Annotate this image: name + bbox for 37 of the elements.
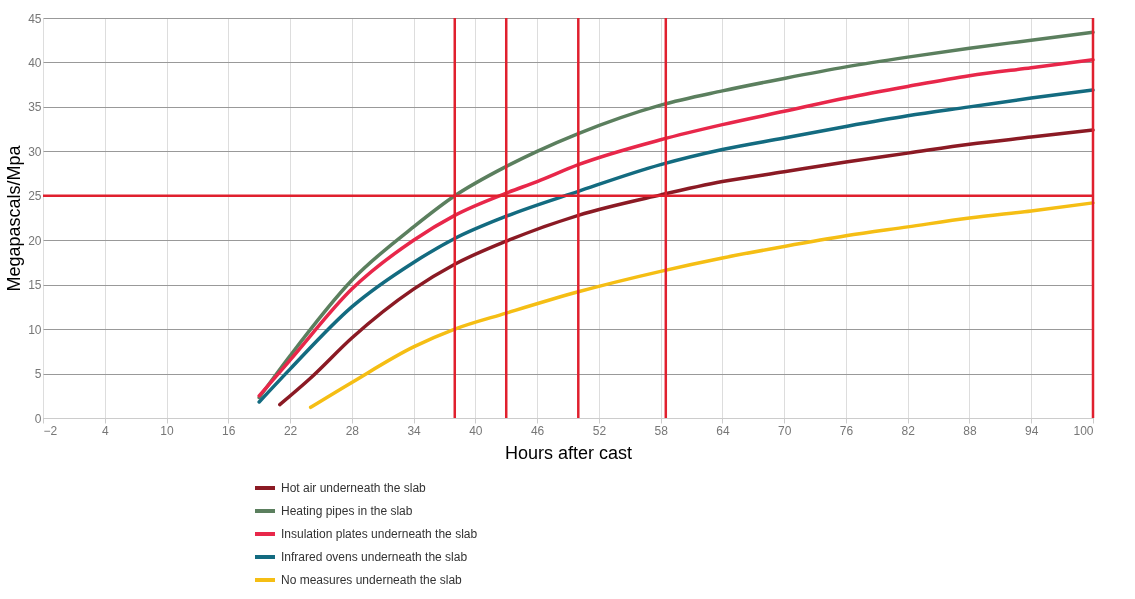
legend-label: Heating pipes in the slab xyxy=(281,504,413,518)
x-tick-label: 16 xyxy=(222,423,236,438)
y-tick-label: 0 xyxy=(34,411,42,426)
x-axis-title: Hours after cast xyxy=(504,442,633,463)
y-tick-label: 35 xyxy=(28,100,42,115)
y-tick-label: 45 xyxy=(28,11,42,26)
x-tick-label: 88 xyxy=(963,423,977,438)
legend-label: No measures underneath the slab xyxy=(281,573,463,587)
y-tick-label: 20 xyxy=(28,233,42,248)
x-tick-label: 46 xyxy=(530,423,545,438)
x-tick-label: 52 xyxy=(592,423,607,438)
x-tick-label: 94 xyxy=(1025,423,1039,438)
x-tick-label: 40 xyxy=(469,423,483,438)
x-tick-label: 64 xyxy=(716,423,730,438)
x-tick-label: 76 xyxy=(839,423,854,438)
y-tick-label: 30 xyxy=(28,144,42,159)
x-tick-label: 100 xyxy=(1073,423,1094,438)
line-series xyxy=(308,201,1095,410)
x-tick-label: 28 xyxy=(345,423,360,438)
x-tick-label: 10 xyxy=(160,423,175,438)
x-tick-label: 4 xyxy=(101,423,109,438)
y-tick-label: 5 xyxy=(34,367,42,382)
legend-label: Hot air underneath the slab xyxy=(281,481,427,495)
y-tick-label: 15 xyxy=(28,278,42,293)
x-tick-label: 58 xyxy=(654,423,669,438)
line-series xyxy=(278,128,1095,407)
x-tick-label: 70 xyxy=(778,423,792,438)
legend-label: Infrared ovens underneath the slab xyxy=(281,550,468,564)
x-tick-label: −2 xyxy=(43,423,58,438)
y-tick-label: 40 xyxy=(28,55,42,70)
x-tick-label: 82 xyxy=(901,423,916,438)
y-tick-label: 10 xyxy=(28,322,42,337)
y-axis-title: Megapascals/Mpa xyxy=(4,144,25,292)
x-tick-label: 22 xyxy=(283,423,298,438)
legend-label: Insulation plates underneath the slab xyxy=(281,527,478,541)
x-tick-label: 34 xyxy=(407,423,422,438)
y-tick-label: 25 xyxy=(28,189,42,204)
